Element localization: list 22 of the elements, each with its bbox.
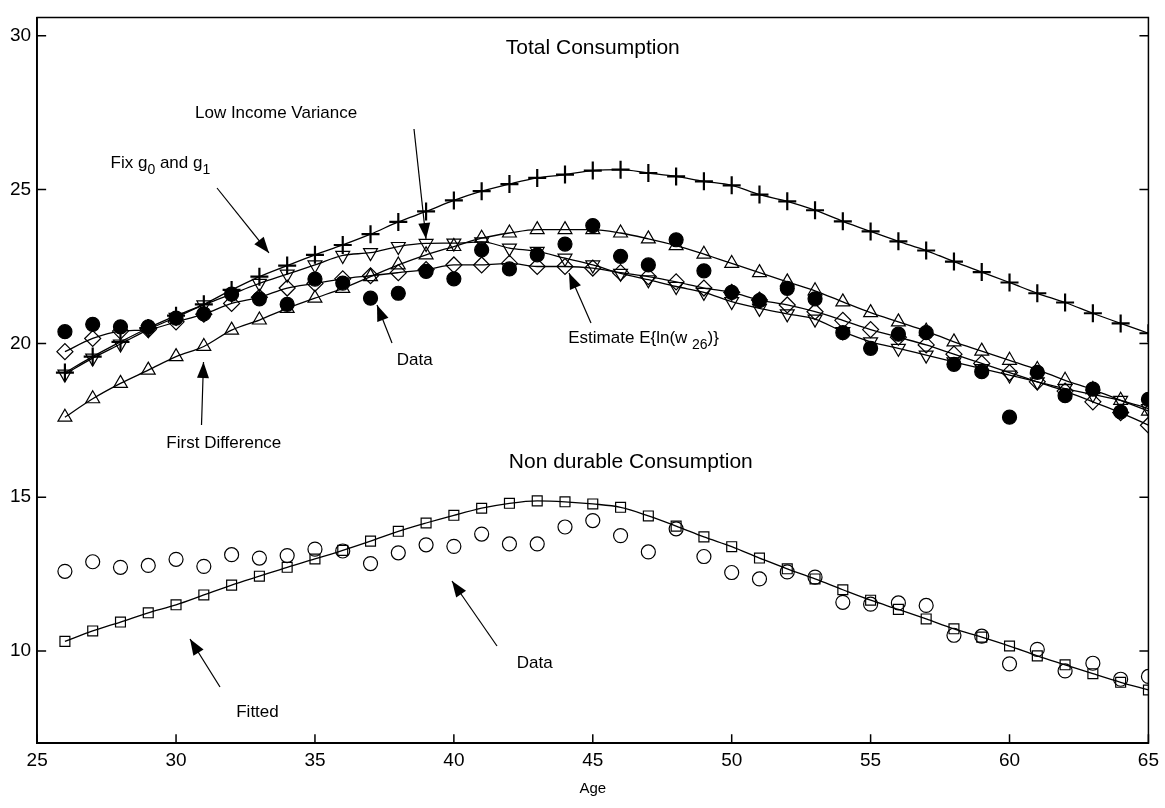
x-tick-label: 45 xyxy=(582,748,604,770)
annotation: First Difference xyxy=(166,432,282,452)
x-tick-label: 55 xyxy=(860,748,882,770)
y-tick-label: 20 xyxy=(9,331,32,353)
x-tick-label: 50 xyxy=(721,748,743,770)
y-tick-label: 25 xyxy=(9,177,32,199)
x-tick-label: 30 xyxy=(165,748,187,770)
x-tick-label: 40 xyxy=(443,748,465,770)
x-tick-label: 35 xyxy=(304,748,326,770)
x-axis-title: Age xyxy=(579,779,607,797)
y-tick-label: 10 xyxy=(9,639,32,661)
annotation: Data xyxy=(396,349,434,369)
y-tick-label: 15 xyxy=(9,485,32,507)
y-tick-label: 30 xyxy=(9,24,32,46)
text: Total Consumption xyxy=(505,35,680,59)
x-tick-label: 65 xyxy=(1137,748,1159,770)
x-tick-label: 60 xyxy=(998,748,1021,770)
annotation: Low Income Variance xyxy=(194,103,358,123)
x-tick-label: 25 xyxy=(26,748,48,770)
text: Non durable Consumption xyxy=(508,449,753,473)
annotation: Fitted xyxy=(236,702,279,722)
annotation: Data xyxy=(516,653,554,673)
